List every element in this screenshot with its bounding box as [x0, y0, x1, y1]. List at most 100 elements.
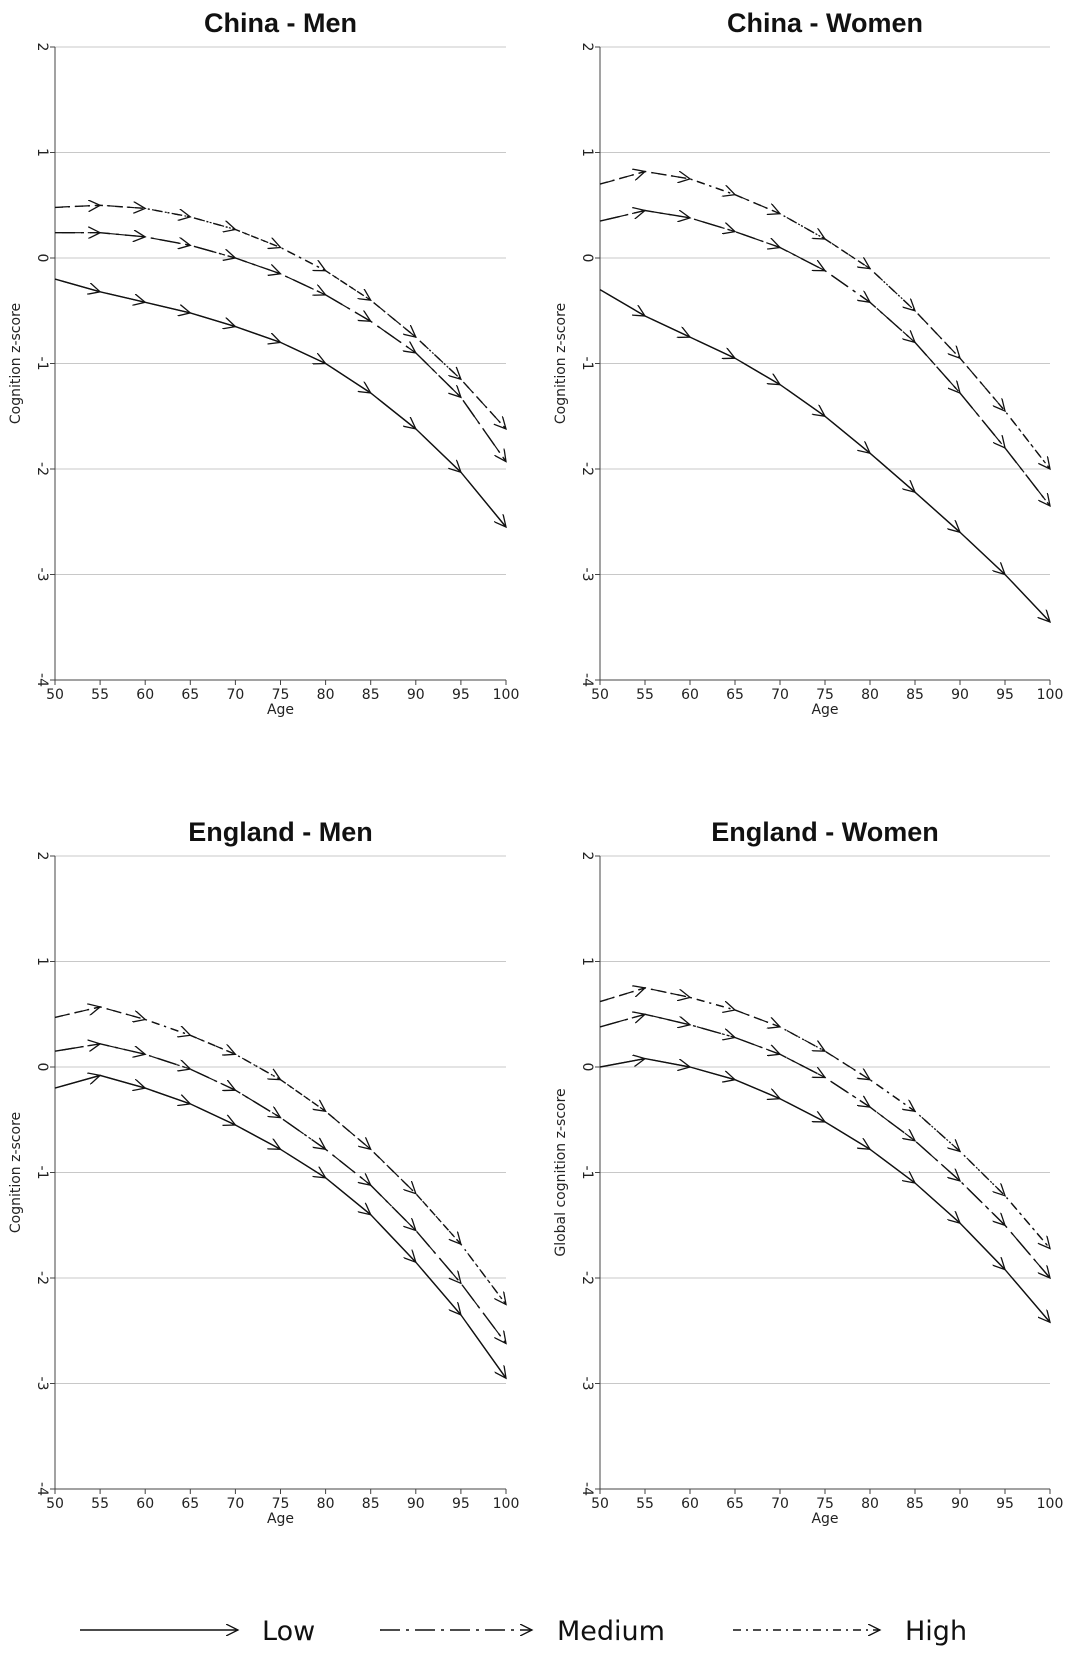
series-arrow: [876, 1153, 915, 1183]
series-arrow: [921, 349, 960, 393]
series-arrow: [422, 1200, 461, 1244]
x-tick-label: 55: [91, 687, 109, 703]
series-arrow: [241, 1093, 280, 1117]
series-arrow: [151, 238, 190, 245]
series-arrow: [741, 196, 780, 214]
y-tick-label: -1: [579, 1166, 595, 1180]
x-tick-label: 65: [726, 1496, 744, 1512]
y-tick-label: -1: [34, 1166, 50, 1180]
y-tick-label: 0: [34, 254, 50, 263]
series-arrow: [966, 400, 1005, 448]
series-arrow: [696, 998, 735, 1010]
y-tick-label: 1: [579, 148, 595, 157]
x-tick-label: 85: [906, 687, 924, 703]
x-tick-label: 65: [726, 687, 744, 703]
y-tick-label: 2: [579, 852, 595, 861]
series-arrow: [606, 293, 645, 316]
series-arrow: [606, 1059, 645, 1066]
y-tick-label: -3: [579, 1377, 595, 1391]
series-arrow: [1011, 456, 1050, 506]
series-arrow: [61, 280, 100, 292]
x-tick-label: 85: [362, 687, 380, 703]
series-arrow: [741, 361, 780, 384]
x-tick-label: 80: [861, 1496, 879, 1512]
x-tick-label: 95: [452, 687, 470, 703]
series-arrow: [106, 206, 145, 209]
series-arrow: [876, 274, 915, 311]
y-tick-label: -4: [579, 1482, 595, 1496]
x-tick-label: 60: [681, 687, 699, 703]
series-arrow: [831, 274, 870, 302]
x-tick-label: 65: [181, 687, 199, 703]
series-arrow: [332, 1182, 370, 1214]
series-arrow: [332, 1116, 370, 1149]
y-tick-label: -2: [34, 462, 50, 476]
y-tick-label: 2: [34, 43, 50, 52]
series-arrow: [696, 219, 735, 232]
series-line: [599, 987, 1051, 1249]
series-arrow: [696, 1026, 735, 1038]
y-tick-label: 1: [34, 148, 50, 157]
chart-england-women: England - Women -4 -3 -2 -1 0 1 2 50 55 60 65 70 75 80…: [553, 817, 1063, 1527]
series-arrow: [786, 1057, 825, 1078]
series-arrow: [741, 1081, 780, 1099]
series-arrow: [966, 538, 1005, 575]
series-arrow: [651, 318, 690, 337]
series-line: [599, 288, 1051, 623]
series-arrow: [287, 345, 325, 364]
legend: Low Medium High: [80, 1616, 967, 1647]
legend-item-low: Low: [80, 1616, 315, 1647]
x-tick-label: 50: [591, 687, 609, 703]
y-tick-label: 1: [34, 957, 50, 966]
series-arrow: [876, 1083, 915, 1111]
series-medium: [599, 1014, 1050, 1278]
series-line: [599, 209, 1051, 507]
series-arrow: [876, 307, 915, 342]
series-arrow: [1011, 1203, 1050, 1249]
y-tick-label: -4: [34, 1482, 50, 1496]
series-arrow: [196, 1037, 235, 1054]
series-arrow: [786, 388, 825, 416]
y-tick-label: 1: [579, 957, 595, 966]
y-tick-label: 0: [34, 1063, 50, 1072]
x-tick-label: 95: [996, 687, 1014, 703]
series-arrow: [741, 1039, 780, 1054]
legend-label: High: [905, 1616, 967, 1647]
y-tick-label: 2: [34, 852, 50, 861]
x-axis-label: Age: [811, 1511, 838, 1527]
series-arrow: [332, 298, 370, 321]
series-arrow: [831, 421, 870, 453]
series-arrow: [241, 231, 280, 247]
y-tick-label: -1: [579, 357, 595, 371]
series-arrow: [286, 1121, 325, 1149]
series-arrow: [106, 1008, 145, 1020]
x-tick-label: 55: [91, 1496, 109, 1512]
legend-item-high: High: [733, 1616, 967, 1647]
x-tick-label: 80: [861, 687, 879, 703]
y-tick-label: -2: [579, 1271, 595, 1285]
series-arrow: [966, 1157, 1005, 1196]
series-arrow: [61, 205, 100, 207]
series-arrow: [332, 274, 370, 300]
series-arrow: [422, 434, 461, 472]
series-arrow: [196, 1106, 235, 1125]
series-line: [599, 1057, 1051, 1323]
series-line: [54, 1006, 507, 1305]
series-arrow: [61, 1075, 100, 1087]
series-medium: [54, 1044, 506, 1344]
y-tick-label: -2: [579, 462, 595, 476]
series-arrow: [606, 1014, 645, 1026]
y-tick-label: -3: [34, 568, 50, 582]
series-arrow: [286, 1083, 325, 1111]
series-arrow: [651, 1060, 690, 1067]
y-axis-label: Global cognition z-score: [553, 1088, 569, 1256]
x-tick-label: 100: [493, 687, 520, 703]
series-arrow: [287, 276, 325, 295]
series-arrow: [377, 397, 416, 429]
x-axis-label: Age: [811, 702, 838, 718]
x-tick-label: 70: [771, 1496, 789, 1512]
series-arrow: [651, 1015, 690, 1025]
y-tick-label: -3: [34, 1377, 50, 1391]
series-arrow: [196, 314, 235, 327]
series-line: [54, 204, 507, 430]
